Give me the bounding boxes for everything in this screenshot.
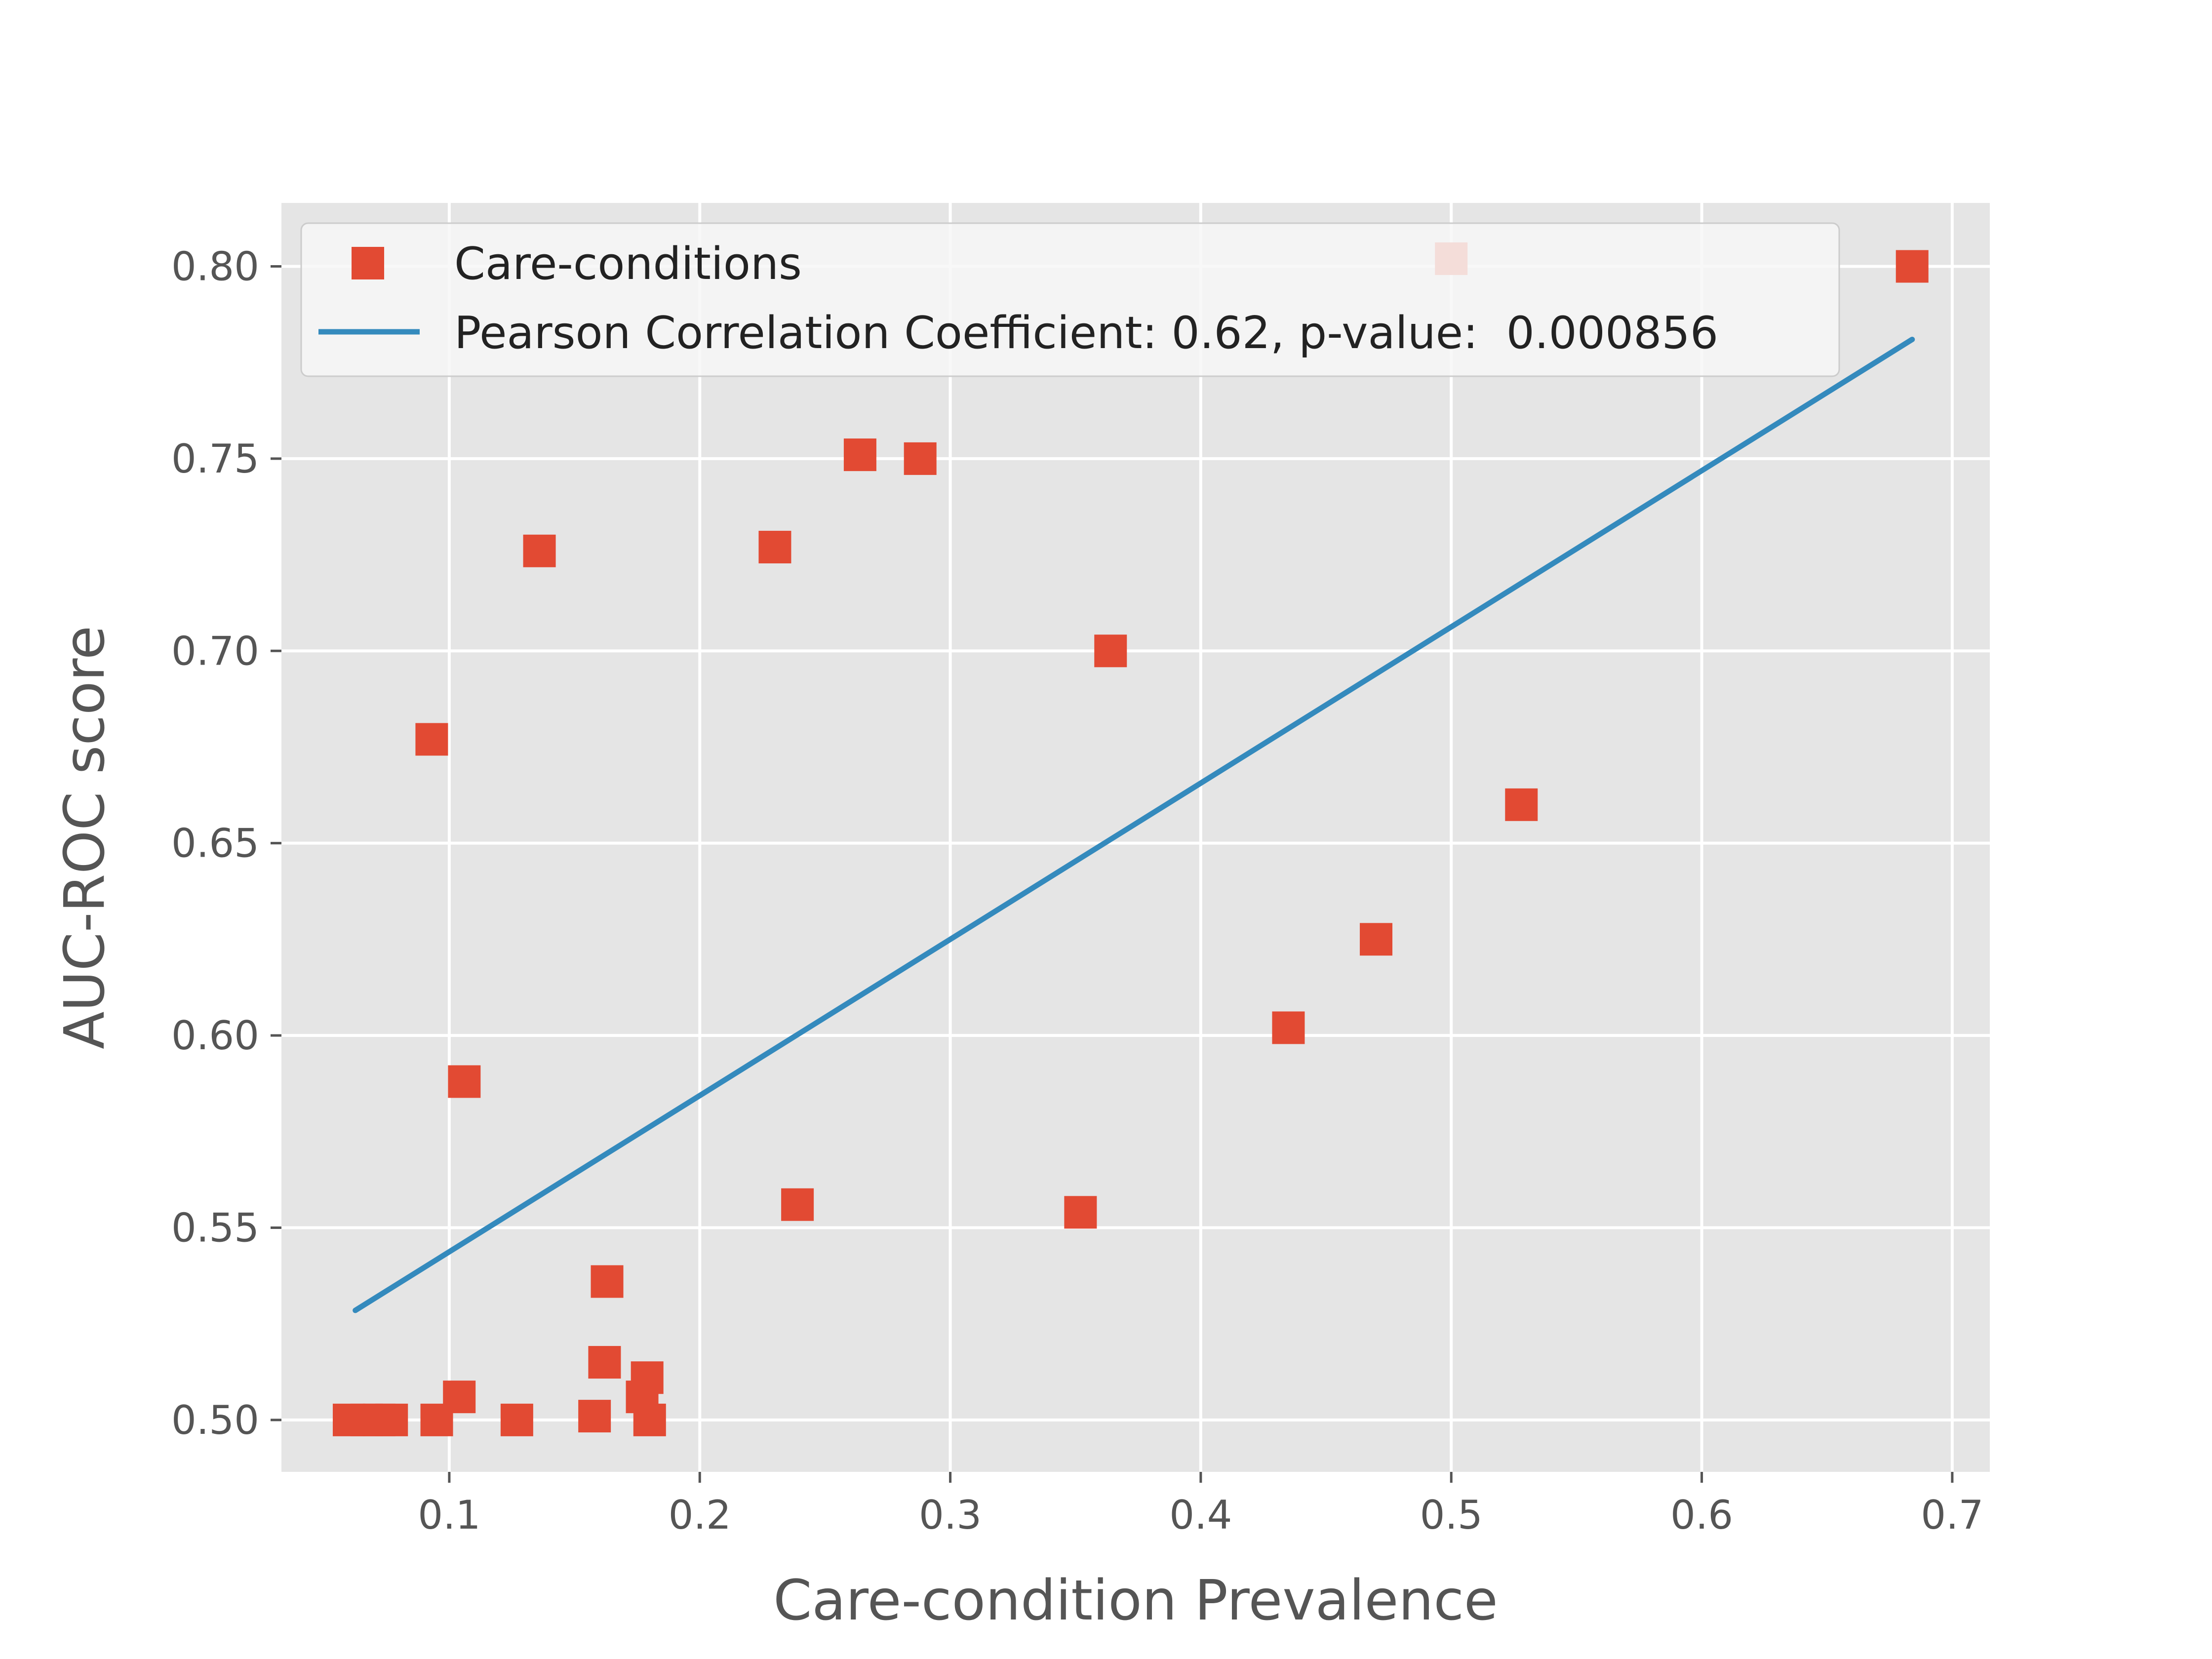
x-tick-label: 0.1 [418,1492,480,1538]
x-tick-label: 0.7 [1921,1492,1983,1538]
legend-marker-square [352,247,384,279]
data-point [578,1400,611,1433]
y-tick-label: 0.60 [171,1013,259,1059]
plot-area [281,203,1990,1472]
pearson-regression-line [353,336,1915,1313]
data-point [523,534,556,567]
data-point [375,1403,408,1436]
x-axis-label: Care-condition Prevalence [773,1569,1498,1633]
data-point [1896,250,1929,283]
x-tick-label: 0.2 [669,1492,731,1538]
data-point [631,1361,664,1394]
legend-label-care-conditions: Care-conditions [454,238,802,290]
data-point [500,1403,533,1436]
data-point [904,442,937,475]
data-point [591,1265,624,1298]
data-point [1272,1011,1305,1044]
y-tick-label: 0.55 [171,1205,259,1251]
data-point [1505,788,1538,821]
legend-box [300,222,1840,377]
x-tick-label: 0.4 [1169,1492,1232,1538]
x-tick-label: 0.6 [1670,1492,1733,1538]
x-axis-ticks: 0.1 0.2 0.3 0.4 0.5 0.6 0.7 [418,1472,1984,1538]
y-tick-label: 0.80 [171,244,259,290]
data-point [633,1403,666,1436]
data-point [1064,1196,1097,1229]
y-axis-ticks: 0.50 0.55 0.60 0.65 0.70 0.75 0.80 [171,244,281,1443]
x-tick-label: 0.3 [919,1492,982,1538]
y-tick-label: 0.50 [171,1397,259,1443]
data-point [758,531,791,564]
data-point [415,723,448,756]
legend: Care-conditions Pearson Correlation Coef… [300,222,1840,377]
x-tick-label: 0.5 [1420,1492,1483,1538]
data-point [843,438,876,472]
data-point [588,1346,621,1379]
legend-label-pearson: Pearson Correlation Coefficient: 0.62, p… [454,307,1718,359]
y-tick-label: 0.70 [171,628,259,674]
data-point [1360,923,1393,956]
regression-line-series [353,336,1915,1313]
data-point [448,1065,481,1098]
y-tick-label: 0.75 [171,436,259,482]
y-axis-label: AUC-ROC score [53,626,117,1049]
data-point [443,1381,476,1414]
y-tick-label: 0.65 [171,821,259,867]
data-point [781,1188,814,1221]
data-point [1094,634,1127,668]
